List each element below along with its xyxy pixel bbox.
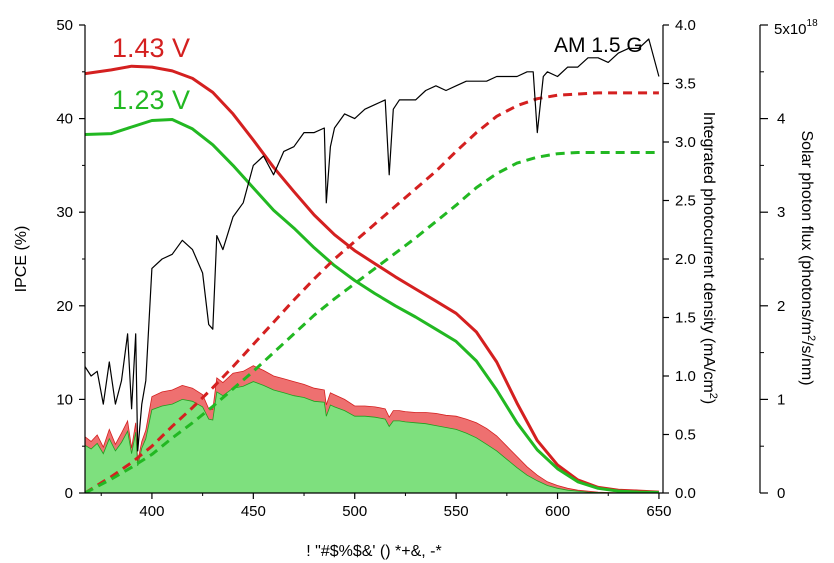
y-right2-tick-label-1: 1 bbox=[777, 391, 785, 408]
axes bbox=[79, 24, 768, 499]
x-tick-label-550: 550 bbox=[444, 503, 469, 520]
series-am-1-5-g bbox=[85, 38, 660, 452]
y-right1-tick-label-1.5: 1.5 bbox=[675, 310, 696, 327]
y-right1-tick-label-1.0: 1.0 bbox=[675, 368, 696, 385]
tick-labels: 400 450 500 550 600 650010203040500.00.51.01.… bbox=[56, 17, 785, 520]
y-left-tick-label-40: 40 bbox=[56, 111, 73, 128]
y-axis-right2-title-main: Solar photon flux (photons/m bbox=[798, 130, 815, 335]
series-1-43-v bbox=[85, 64, 659, 493]
y-axis-right1-title-sup: 2 bbox=[707, 393, 719, 399]
y-left-tick-label-0: 0 bbox=[65, 485, 73, 502]
x-tick-label-650: 650 bbox=[646, 503, 671, 520]
y-right1-tick-label-3.0: 3.0 bbox=[675, 134, 696, 151]
y-axis-right1-title-close: ) bbox=[700, 399, 717, 404]
label-am15g: AM 1.5 G bbox=[554, 34, 643, 57]
y-right2-tick-label-2: 2 bbox=[777, 298, 785, 315]
y-right2-tick-label-0: 0 bbox=[777, 485, 785, 502]
y-left-tick-label-50: 50 bbox=[56, 17, 73, 34]
label-123v: 1.23 V bbox=[112, 85, 190, 115]
x-tick-label-450: 450 bbox=[241, 503, 266, 520]
y-right1-tick-label-3.5: 3.5 bbox=[675, 76, 696, 93]
y-right1-tick-label-2.5: 2.5 bbox=[675, 193, 696, 210]
y-right2-tick-label-3: 3 bbox=[777, 204, 785, 221]
x-tick-label-500: 500 bbox=[342, 503, 367, 520]
y-left-tick-label-20: 20 bbox=[56, 298, 73, 315]
y-right1-tick-label-2.0: 2.0 bbox=[675, 251, 696, 268]
data-lines bbox=[85, 38, 660, 493]
series-1-43-v-integrated bbox=[85, 91, 659, 493]
x-tick-label-600: 600 bbox=[545, 503, 570, 520]
right2-top-base: 5x10 bbox=[774, 21, 807, 38]
y-axis-right1-title-main: Integrated photocurrent density (mA/cm bbox=[700, 112, 717, 393]
y-axis-right2-title: Solar photon flux (photons/m2/s/nm) bbox=[798, 130, 817, 385]
series-1-23-v bbox=[85, 118, 659, 493]
series-1-23-v-integrated bbox=[85, 151, 659, 493]
y-axis-right1-title: Integrated photocurrent density (mA/cm2) bbox=[700, 112, 719, 404]
x-axis-title: ! "#$%$&' () *+&, -* bbox=[306, 543, 441, 560]
y-left-tick-label-30: 30 bbox=[56, 204, 73, 221]
y-axis-right2-title-sup: 2 bbox=[805, 335, 817, 341]
x-tick-label-400: 400 bbox=[139, 503, 164, 520]
y-left-tick-label-10: 10 bbox=[56, 391, 73, 408]
label-143v: 1.43 V bbox=[112, 33, 190, 63]
right2-top-exp: 18 bbox=[807, 18, 819, 29]
y-right1-tick-label-0.0: 0.0 bbox=[675, 485, 696, 502]
y-axis-right2-title-close: /s/nm) bbox=[798, 341, 815, 385]
y-axis-left-title: IPCE (%) bbox=[13, 226, 30, 293]
right2-top-label: 5x1018 bbox=[774, 18, 818, 38]
y-right2-tick-label-4: 4 bbox=[777, 111, 785, 128]
y-right1-tick-label-0.5: 0.5 bbox=[675, 427, 696, 444]
photocurrent-areas bbox=[85, 365, 659, 493]
y-right1-tick-label-4.0: 4.0 bbox=[675, 17, 696, 34]
area-1-23-v-photocurrent bbox=[85, 381, 659, 493]
